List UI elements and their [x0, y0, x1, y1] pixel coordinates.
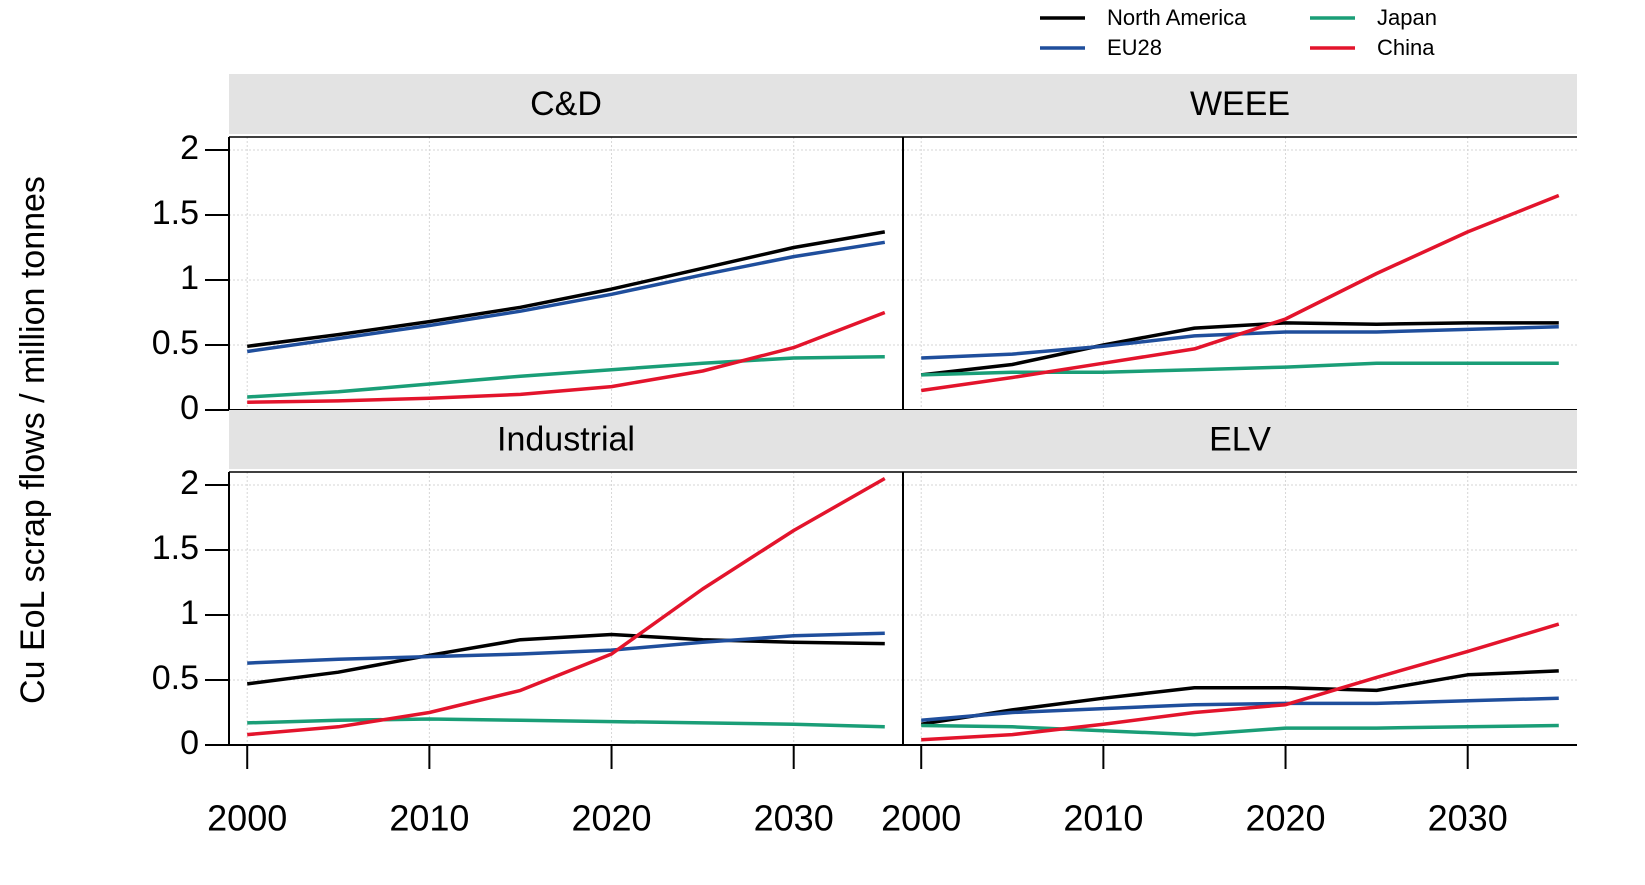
y-tick-label: 1	[180, 594, 199, 632]
y-tick-label: 0.5	[152, 659, 199, 697]
x-tick-label: 2020	[1245, 798, 1325, 839]
panel-title: ELV	[1209, 420, 1271, 458]
series-line	[921, 325, 1559, 360]
panel-title: WEEE	[1190, 85, 1290, 123]
series-line	[247, 717, 885, 729]
series-line	[246, 240, 886, 354]
strip	[903, 410, 1577, 469]
series-line	[247, 310, 886, 404]
strip	[903, 74, 1577, 134]
y-tick-label: 1.5	[152, 194, 199, 232]
series-line	[921, 361, 1559, 377]
y-tick-label: 0.5	[152, 324, 199, 362]
x-tick-label: 2010	[1063, 798, 1143, 839]
y-tick-label: 0	[180, 389, 199, 427]
legend-label: North America	[1107, 5, 1247, 30]
panel-title: Industrial	[497, 420, 635, 458]
y-tick-label: 1.5	[152, 529, 199, 567]
y-tick-label: 2	[180, 129, 199, 167]
legend-label: EU28	[1107, 35, 1162, 60]
series-line	[920, 193, 1560, 393]
series-line	[246, 632, 885, 686]
x-tick-label: 2000	[207, 798, 287, 839]
series-line	[247, 354, 885, 399]
legend-label: Japan	[1377, 5, 1437, 30]
series-line	[920, 669, 1559, 726]
y-tick-label: 0	[180, 724, 199, 762]
series-line	[247, 631, 885, 665]
y-axis-label: Cu EoL scrap flows / million tonnes	[14, 176, 52, 704]
x-tick-label: 2030	[754, 798, 834, 839]
x-tick-label: 2000	[881, 798, 961, 839]
panel-title: C&D	[530, 85, 602, 123]
legend-label: China	[1377, 35, 1435, 60]
y-tick-label: 1	[180, 259, 199, 297]
x-tick-label: 2030	[1428, 798, 1508, 839]
x-tick-label: 2020	[571, 798, 651, 839]
series-line	[247, 476, 886, 737]
strip	[229, 74, 903, 134]
strip	[229, 410, 903, 469]
y-tick-label: 2	[180, 464, 199, 502]
series-line	[921, 723, 1559, 737]
series-line	[921, 696, 1559, 723]
x-tick-label: 2010	[389, 798, 469, 839]
series-line	[246, 230, 886, 349]
series-line	[921, 622, 1560, 742]
series-line	[921, 321, 1559, 377]
